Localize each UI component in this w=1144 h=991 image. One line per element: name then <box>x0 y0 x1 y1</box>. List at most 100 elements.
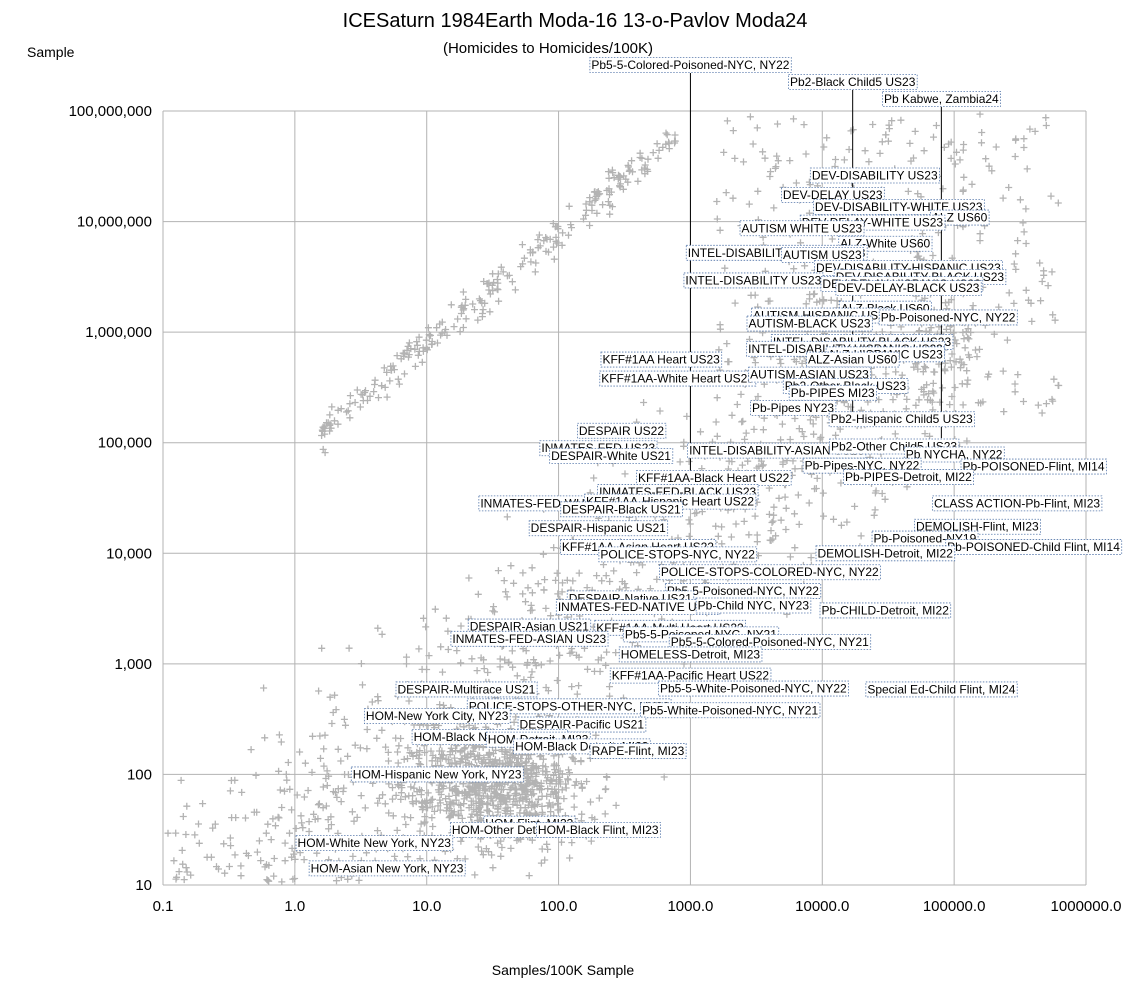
point-label: POLICE-STOPS-OTHER-NYC, NY22 <box>466 698 672 715</box>
label-box <box>295 835 454 852</box>
label-box <box>560 501 683 518</box>
label-box <box>806 351 900 368</box>
label-text: HOMELESS-Detroit, MI23 <box>621 647 761 661</box>
chart-subtitle: (Homicides to Homicides/100K) <box>443 40 653 57</box>
label-text: DESPAIR-White US21 <box>551 449 671 463</box>
label-box <box>695 597 812 614</box>
label-box <box>536 821 661 838</box>
label-text: RAPE-Flint, MI23 <box>592 744 685 758</box>
point-label: Pb5-5-Poisoned-NYC, NY22 <box>664 583 822 599</box>
label-box <box>865 681 1018 698</box>
label-box <box>589 57 792 73</box>
point-labels: Pb5-5-Colored-Poisoned-NYC, NY22Pb2-Blac… <box>295 57 1123 877</box>
label-box <box>878 309 1018 326</box>
label-text: Pb NYCHA, NY22 <box>906 447 1003 461</box>
point-label: ALZ-Asian US60 <box>806 351 900 368</box>
y-tick-label: 1,000 <box>114 656 152 673</box>
label-box <box>835 280 982 297</box>
y-tick-label: 1,000,000 <box>85 324 152 341</box>
label-text: Pb-CHILD-Detroit, MI22 <box>822 603 950 617</box>
label-text: POLICE-STOPS-NYC, NY22 <box>600 547 755 561</box>
label-text: AUTISM WHITE US23 <box>742 221 863 235</box>
point-label: DESPAIR-Asian US21 <box>467 618 592 635</box>
point-label: POLICE-STOPS-COLORED-NYC, NY22 <box>659 564 881 581</box>
x-axis-title: Samples/100K Sample <box>492 962 635 978</box>
label-box <box>599 370 757 387</box>
label-text: INTEL-DISABILITY-ASIAN US23 <box>689 444 864 458</box>
y-tick-label: 10 <box>135 877 152 894</box>
label-box <box>903 446 1005 463</box>
point-label: DESPAIR-Multirace US21 <box>395 681 538 698</box>
label-box <box>788 384 877 401</box>
label-text: HOM-Asian New York, NY23 <box>311 861 464 875</box>
label-text: Pb-POISONED-Flint, MI14 <box>963 460 1105 474</box>
label-text: DEV-DELAY US23 <box>783 188 883 202</box>
label-box <box>450 630 609 647</box>
label-text: HOM-Hispanic New York, NY23 <box>353 767 522 781</box>
x-tick-label: 10000.0 <box>795 898 849 915</box>
point-label: Pb-POISONED-Flint, MI14 <box>960 458 1107 475</box>
point-label: AUTISM US23 <box>781 246 864 263</box>
point-label: Pb5-5-Colored-Poisoned-NYC, NY22 <box>589 57 792 472</box>
point-label: DEMOLISH-Flint, MI23 <box>914 518 1041 535</box>
label-box <box>809 167 940 184</box>
label-text: DESPAIR-Hispanic US21 <box>531 521 666 535</box>
label-text: Pb2-Hispanic Child5 US23 <box>831 412 973 426</box>
tick-labels: 0.1 1.0 10.0 100.0 1000.0 10000.0 100000.0 1000… <box>69 103 1122 915</box>
label-text: DEV-DELAY-BLACK US23 <box>837 281 979 295</box>
label-text: Pb-PIPES MI23 <box>791 386 875 400</box>
point-label: INTEL-DISABILITY-ASIAN US23 <box>687 442 867 459</box>
label-box <box>618 646 763 663</box>
point-label: AUTISM WHITE US23 <box>739 220 865 237</box>
point-label: INMATES-FED-ASIAN US23 <box>450 630 609 647</box>
label-text: DEMOLISH-Detroit, MI22 <box>818 546 954 560</box>
point-label: DEV-DISABILITY US23 <box>809 167 940 184</box>
label-text: CLASS ACTION-Pb-Flint, MI23 <box>934 496 1100 510</box>
label-text: Pb-Poisoned-NYC, NY22 <box>881 310 1016 324</box>
point-label: DESPAIR-Black US21 <box>560 501 683 518</box>
label-text: DESPAIR-Asian US21 <box>470 620 589 634</box>
label-text: Pb5-5-Poisoned-NYC, NY22 <box>667 584 819 598</box>
point-label: Pb-Child NYC, NY23 <box>695 597 812 614</box>
label-text: AUTISM-ASIAN US23 <box>750 368 869 382</box>
point-label: Pb-POISONED-Child Flint, MI14 <box>945 539 1123 555</box>
x-tick-label: 1000000.0 <box>1051 898 1122 915</box>
label-box <box>960 458 1107 475</box>
x-tick-label: 1.0 <box>284 898 305 915</box>
label-text: INMATES-FED-ASIAN US23 <box>452 632 606 646</box>
label-text: AUTISM-BLACK US23 <box>748 317 870 331</box>
label-box <box>395 681 538 698</box>
point-label: KFF#1AA-White Heart US23 <box>599 370 757 387</box>
point-label: HOMELESS-Detroit, MI23 <box>618 646 763 663</box>
label-text: Pb2-Black Child5 US23 <box>790 75 916 89</box>
point-label: DESPAIR-Pacific US21 <box>517 716 647 733</box>
y-tick-label: 100,000,000 <box>69 103 152 120</box>
point-label: POLICE-STOPS-NYC, NY22 <box>598 546 758 563</box>
label-text: DESPAIR US22 <box>579 424 664 438</box>
point-label: INMATES-FED-NATIVE US23 <box>555 599 721 616</box>
x-tick-label: 10.0 <box>412 898 441 915</box>
x-tick-label: 100000.0 <box>923 898 986 915</box>
y-tick-label: 10,000 <box>106 545 152 562</box>
label-text: Pb-Pipes-NYC, NY22 <box>805 459 920 473</box>
label-text: INTEL-DISABILITY US23 <box>685 273 821 287</box>
label-text: ALZ-Asian US60 <box>808 353 898 367</box>
label-text: HOM-Black Flint, MI23 <box>538 823 659 837</box>
point-label: Pb NYCHA, NY22 <box>903 446 1005 463</box>
label-box <box>517 716 647 733</box>
x-tick-label: 1000.0 <box>667 898 713 915</box>
label-text: POLICE-STOPS-COLORED-NYC, NY22 <box>661 565 879 579</box>
label-text: Pb-POISONED-Child Flint, MI14 <box>947 540 1120 554</box>
point-label: HOM-New York City, NY23 <box>364 708 511 724</box>
label-text: DESPAIR-Multirace US21 <box>397 682 535 696</box>
label-box <box>589 743 687 759</box>
point-label: KFF#1AA Heart US23 <box>600 351 723 368</box>
label-text: INMATES-FED-NATIVE US23 <box>558 600 719 614</box>
point-label: Pb-CHILD-Detroit, MI22 <box>819 602 952 619</box>
point-label: Pb-PIPES MI23 <box>788 384 877 401</box>
label-box <box>364 708 511 724</box>
point-label: DEV-DELAY US23 <box>781 187 885 203</box>
point-label: CLASS ACTION-Pb-Flint, MI23 <box>932 495 1103 512</box>
y-tick-label: 10,000,000 <box>77 214 152 231</box>
label-box <box>788 74 918 90</box>
